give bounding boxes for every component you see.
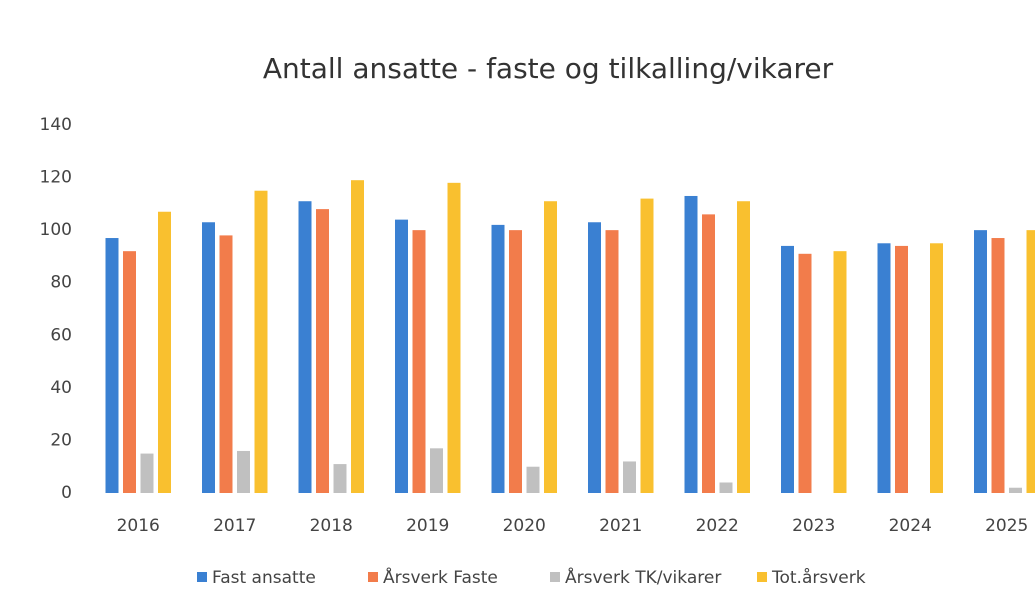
- bar: [1009, 487, 1022, 493]
- bar: [509, 230, 522, 493]
- legend-label: Årsverk TK/vikarer: [565, 566, 721, 588]
- bar: [1026, 230, 1035, 493]
- x-tick-label: 2018: [310, 516, 353, 536]
- bar: [640, 198, 654, 493]
- x-tick-label: 2019: [406, 516, 449, 536]
- bar: [140, 453, 154, 493]
- x-tick-label: 2021: [599, 516, 642, 536]
- bar: [333, 464, 347, 493]
- y-tick-label: 60: [50, 325, 72, 345]
- legend-swatch: [197, 572, 207, 582]
- bar: [877, 243, 891, 493]
- bar: [930, 243, 943, 493]
- legend-swatch: [368, 572, 378, 582]
- bar: [781, 245, 794, 493]
- y-tick-label: 120: [40, 168, 72, 188]
- bar: [623, 461, 636, 493]
- bar: [798, 253, 812, 493]
- bar: [684, 195, 698, 493]
- bar: [219, 235, 233, 493]
- bar: [974, 230, 987, 493]
- bar: [737, 201, 750, 493]
- y-tick-label: 140: [40, 115, 72, 135]
- bar: [544, 201, 557, 493]
- legend-label: Årsverk Faste: [383, 566, 498, 588]
- x-tick-label: 2016: [117, 516, 160, 536]
- bar: [316, 209, 329, 493]
- bar: [298, 201, 312, 493]
- bar: [123, 251, 136, 493]
- bar: [105, 238, 119, 493]
- bar: [719, 482, 733, 493]
- bar: [895, 245, 908, 493]
- bar: [395, 219, 408, 493]
- bar: [526, 466, 540, 493]
- bar: [430, 448, 443, 493]
- bar: [491, 224, 505, 493]
- bar: [254, 190, 268, 493]
- bar: [412, 230, 426, 493]
- y-tick-label: 80: [50, 273, 72, 293]
- y-tick-label: 100: [40, 220, 72, 240]
- legend-label: Fast ansatte: [212, 568, 316, 588]
- bar: [991, 238, 1005, 493]
- y-tick-label: 40: [50, 378, 72, 398]
- x-tick-label: 2022: [696, 516, 739, 536]
- bar: [447, 182, 461, 494]
- bar: [202, 222, 215, 493]
- chart-title: Antall ansatte - faste og tilkalling/vik…: [263, 52, 834, 85]
- legend-label: Tot.årsverk: [771, 567, 866, 588]
- x-tick-label: 2023: [792, 516, 835, 536]
- bar: [833, 251, 847, 493]
- y-tick-label: 20: [50, 430, 72, 450]
- y-tick-label: 0: [61, 483, 72, 503]
- x-tick-label: 2017: [213, 516, 256, 536]
- bar: [351, 180, 364, 493]
- bar: [158, 211, 171, 493]
- x-tick-label: 2020: [503, 516, 546, 536]
- bar: [605, 230, 619, 493]
- x-tick-label: 2025: [985, 516, 1028, 536]
- bar: [237, 450, 250, 493]
- legend-swatch: [757, 572, 767, 582]
- bar: [702, 214, 715, 493]
- bar: [588, 222, 601, 493]
- x-tick-label: 2024: [889, 516, 932, 536]
- legend-swatch: [550, 572, 560, 582]
